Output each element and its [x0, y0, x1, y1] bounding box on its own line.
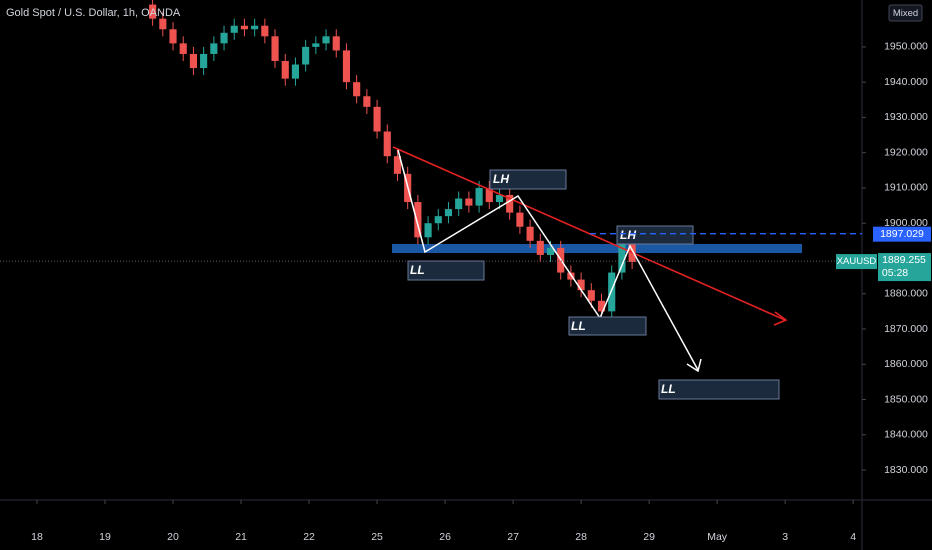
x-tick-label: 27	[507, 531, 519, 543]
candle-body	[302, 46, 310, 65]
scale-mode[interactable]: Mixed	[893, 8, 918, 19]
candle-body	[495, 194, 504, 203]
support-zone	[392, 244, 802, 253]
candle-body	[189, 53, 198, 69]
candle-body	[240, 25, 249, 30]
symbol-label: XAUUSD	[837, 256, 877, 267]
candle-body	[271, 36, 279, 62]
candle-body	[383, 131, 391, 157]
annotation-label: LL	[410, 263, 425, 277]
candle-body	[455, 198, 463, 210]
y-tick-label: 1940.000	[884, 76, 928, 88]
candle-body	[251, 25, 259, 30]
candle-body	[159, 18, 167, 30]
candle-body	[536, 240, 544, 255]
candle-body	[465, 198, 473, 206]
x-tick-label: 4	[850, 531, 856, 543]
x-tick-label: May	[707, 531, 728, 543]
y-tick-label: 1870.000	[884, 323, 928, 335]
candle-body	[353, 82, 361, 97]
candle-body	[424, 223, 432, 238]
x-tick-label: 18	[31, 531, 43, 543]
y-tick-label: 1930.000	[884, 111, 928, 123]
x-tick-label: 29	[643, 531, 655, 543]
annotation-label: LL	[571, 319, 586, 333]
trend-arrow	[773, 311, 788, 326]
candle-body	[414, 202, 422, 238]
y-tick-label: 1850.000	[884, 393, 928, 405]
candle-body	[618, 244, 626, 273]
annotation-label: LH	[493, 172, 509, 186]
candle-body	[393, 156, 402, 174]
candle-body	[149, 4, 157, 19]
candle-body	[567, 272, 575, 280]
candle-body	[516, 212, 524, 227]
candle-body	[506, 194, 514, 213]
candle-body	[332, 36, 340, 51]
annotation-label: LL	[661, 382, 676, 396]
candle-body	[485, 187, 493, 203]
candle-body	[608, 272, 616, 312]
zigzag-arrow	[686, 358, 702, 373]
x-tick-label: 3	[782, 531, 788, 543]
symbol-badge	[836, 254, 877, 270]
x-tick-label: 28	[575, 531, 587, 543]
x-tick-label: 26	[439, 531, 451, 543]
annotation-label: LH	[620, 228, 636, 242]
candle-body	[322, 36, 330, 44]
candle-body	[230, 25, 238, 33]
candle-body	[200, 53, 208, 69]
x-tick-label: 22	[303, 531, 315, 543]
candle-body	[291, 64, 300, 79]
zigzag	[397, 149, 699, 371]
x-tick-label: 21	[235, 531, 247, 543]
last-price-label: 1889.255	[882, 254, 926, 266]
y-tick-label: 1880.000	[884, 288, 928, 300]
y-tick-label: 1900.000	[884, 217, 928, 229]
candle-body	[475, 187, 483, 206]
candle-body	[312, 43, 320, 47]
candle-body	[363, 96, 371, 107]
alert-label: 1897.029	[880, 228, 924, 240]
candle-body	[434, 216, 442, 224]
candle-body	[444, 209, 453, 217]
scale-button[interactable]	[888, 4, 923, 22]
candle-body	[373, 106, 381, 132]
candle-body	[281, 61, 289, 79]
candle-body	[342, 50, 351, 83]
x-tick-label: 25	[371, 531, 383, 543]
candle-body	[577, 279, 585, 291]
last-price-badge	[878, 253, 931, 282]
candle-body	[261, 25, 269, 37]
countdown-label: 05:28	[882, 267, 908, 279]
y-tick-label: 1830.000	[884, 464, 928, 476]
candle-body	[220, 32, 228, 44]
trend-line	[392, 146, 786, 321]
y-tick-label: 1860.000	[884, 358, 928, 370]
candle-body	[587, 290, 595, 301]
candle-body	[597, 300, 606, 312]
annotation-box: LL	[568, 316, 647, 336]
annotation-box: LH	[616, 225, 694, 245]
annotation-box: LH	[489, 169, 567, 190]
alert-badge	[873, 226, 931, 242]
candle-body	[169, 29, 177, 44]
candle-body	[179, 43, 187, 54]
annotation-box: LL	[407, 260, 485, 281]
y-tick-label: 1910.000	[884, 182, 928, 194]
candle-body	[210, 43, 218, 54]
y-tick-label: 1920.000	[884, 146, 928, 158]
annotation-box: LL	[658, 379, 780, 400]
chart-title: Gold Spot / U.S. Dollar, 1h, OANDA	[6, 7, 181, 19]
y-tick-label: 1950.000	[884, 41, 928, 53]
y-tick-label: 1840.000	[884, 429, 928, 441]
x-tick-label: 20	[167, 531, 179, 543]
x-tick-label: 19	[99, 531, 111, 543]
candle-body	[546, 247, 555, 255]
candle-body	[526, 226, 534, 241]
candles	[149, 0, 636, 319]
